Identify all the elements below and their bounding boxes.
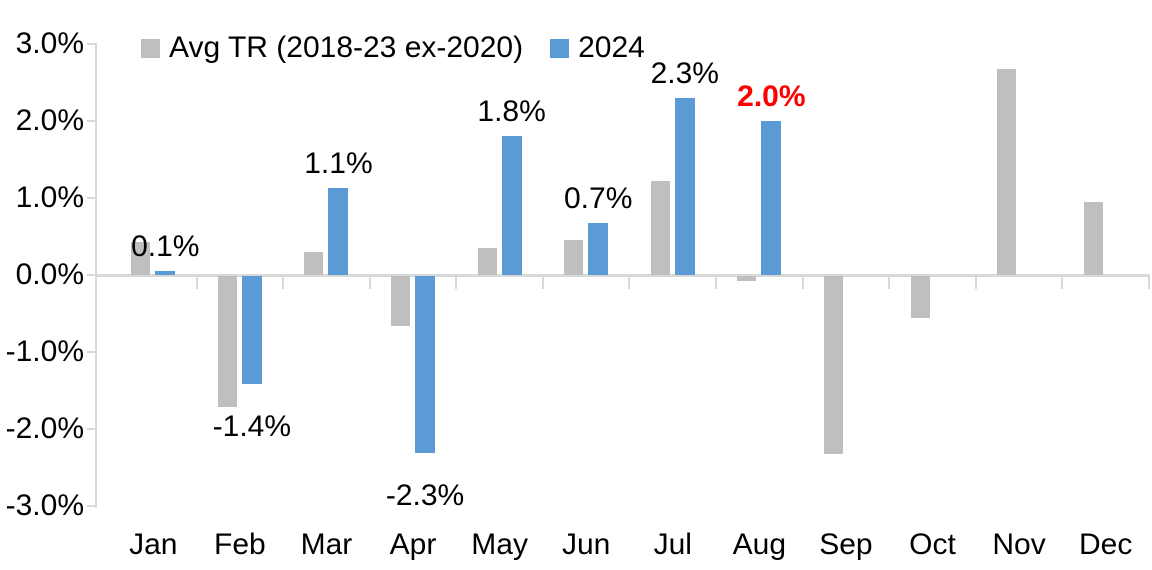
- data-label-feb: -1.4%: [212, 409, 292, 443]
- x-axis-tick-label: May: [471, 528, 528, 561]
- y-axis-tick-label: -1.0%: [5, 335, 84, 368]
- y-axis-tick-label: 1.0%: [15, 181, 84, 214]
- x-axis-tick-label: Sep: [819, 528, 873, 561]
- legend-item-2024: 2024: [550, 31, 645, 65]
- x-tick: [195, 275, 198, 289]
- y-tick: [87, 428, 97, 430]
- x-tick: [541, 275, 544, 289]
- bar-may-current: [501, 136, 522, 275]
- x-axis-tick-label: Aug: [732, 528, 787, 561]
- bar-aug-current: [761, 121, 782, 275]
- legend-label-2024: 2024: [578, 31, 645, 64]
- y-axis-tick-label: -2.0%: [5, 412, 84, 445]
- x-axis-tick-label: Feb: [214, 528, 266, 561]
- x-tick: [888, 275, 891, 289]
- data-label-apr: -2.3%: [385, 479, 465, 513]
- y-axis-tick-label: 3.0%: [15, 27, 84, 60]
- data-label-may: 1.8%: [477, 95, 546, 129]
- bar-feb-current: [241, 276, 262, 384]
- x-tick: [1147, 275, 1150, 289]
- bar-jan-avg: [131, 241, 151, 275]
- x-axis-tick-label: Jul: [653, 528, 692, 561]
- y-tick: [87, 274, 97, 276]
- y-tick: [87, 197, 97, 199]
- bar-sep-avg: [823, 276, 843, 454]
- bar-may-avg: [477, 248, 497, 275]
- x-tick: [1061, 275, 1064, 289]
- y-tick: [87, 43, 97, 45]
- y-axis-tick-label: -3.0%: [5, 489, 84, 522]
- x-tick: [974, 275, 977, 289]
- bar-mar-avg: [304, 251, 324, 275]
- data-label-aug: 2.0%: [737, 80, 806, 113]
- bar-apr-avg: [391, 276, 411, 327]
- bar-jun-current: [588, 222, 609, 275]
- data-label-jan: 0.1%: [131, 230, 200, 264]
- x-axis-line: [95, 274, 1150, 277]
- y-tick: [87, 120, 97, 122]
- legend-label-avg-tr: Avg TR (2018-23 ex-2020): [169, 31, 524, 64]
- legend-swatch-avg-tr-icon: [141, 38, 160, 58]
- y-tick: [87, 351, 97, 353]
- bar-jul-current: [674, 97, 695, 275]
- data-label-jul: 2.3%: [650, 56, 719, 90]
- bar-mar-current: [328, 187, 349, 275]
- bar-oct-avg: [910, 276, 930, 319]
- x-tick: [715, 275, 718, 289]
- data-label-jun: 0.7%: [563, 181, 633, 215]
- bar-dec-avg: [1083, 201, 1103, 275]
- data-label-mar: 1.1%: [304, 146, 373, 180]
- x-tick: [282, 275, 285, 289]
- x-axis-tick-label: Dec: [1078, 528, 1133, 561]
- x-tick: [368, 275, 371, 289]
- bar-apr-current: [415, 276, 436, 454]
- x-axis-tick-label: Mar: [300, 528, 353, 561]
- bar-jun-avg: [564, 240, 584, 275]
- bar-jan-current: [155, 271, 176, 275]
- x-axis-tick-label: Jan: [129, 528, 178, 561]
- y-tick: [87, 505, 97, 507]
- x-tick: [801, 275, 804, 289]
- legend-swatch-2024-icon: [550, 38, 570, 58]
- x-tick: [628, 275, 631, 289]
- y-axis-tick-label: 2.0%: [15, 104, 84, 137]
- x-axis-tick-label: Apr: [389, 528, 437, 561]
- legend: Avg TR (2018-23 ex-2020) 2024: [141, 31, 645, 65]
- y-axis-tick-label: 0.0%: [15, 258, 84, 291]
- x-tick: [95, 275, 97, 291]
- bar-aug-avg: [737, 276, 757, 282]
- bar-nov-avg: [997, 68, 1017, 275]
- x-tick: [455, 275, 458, 289]
- x-axis-tick-label: Nov: [992, 528, 1046, 561]
- x-axis-tick-label: Oct: [909, 528, 956, 561]
- x-axis-tick-label: Jun: [562, 528, 611, 561]
- bar-feb-avg: [217, 276, 237, 407]
- bar-jul-avg: [650, 181, 670, 275]
- legend-item-avg-tr: Avg TR (2018-23 ex-2020): [141, 31, 523, 65]
